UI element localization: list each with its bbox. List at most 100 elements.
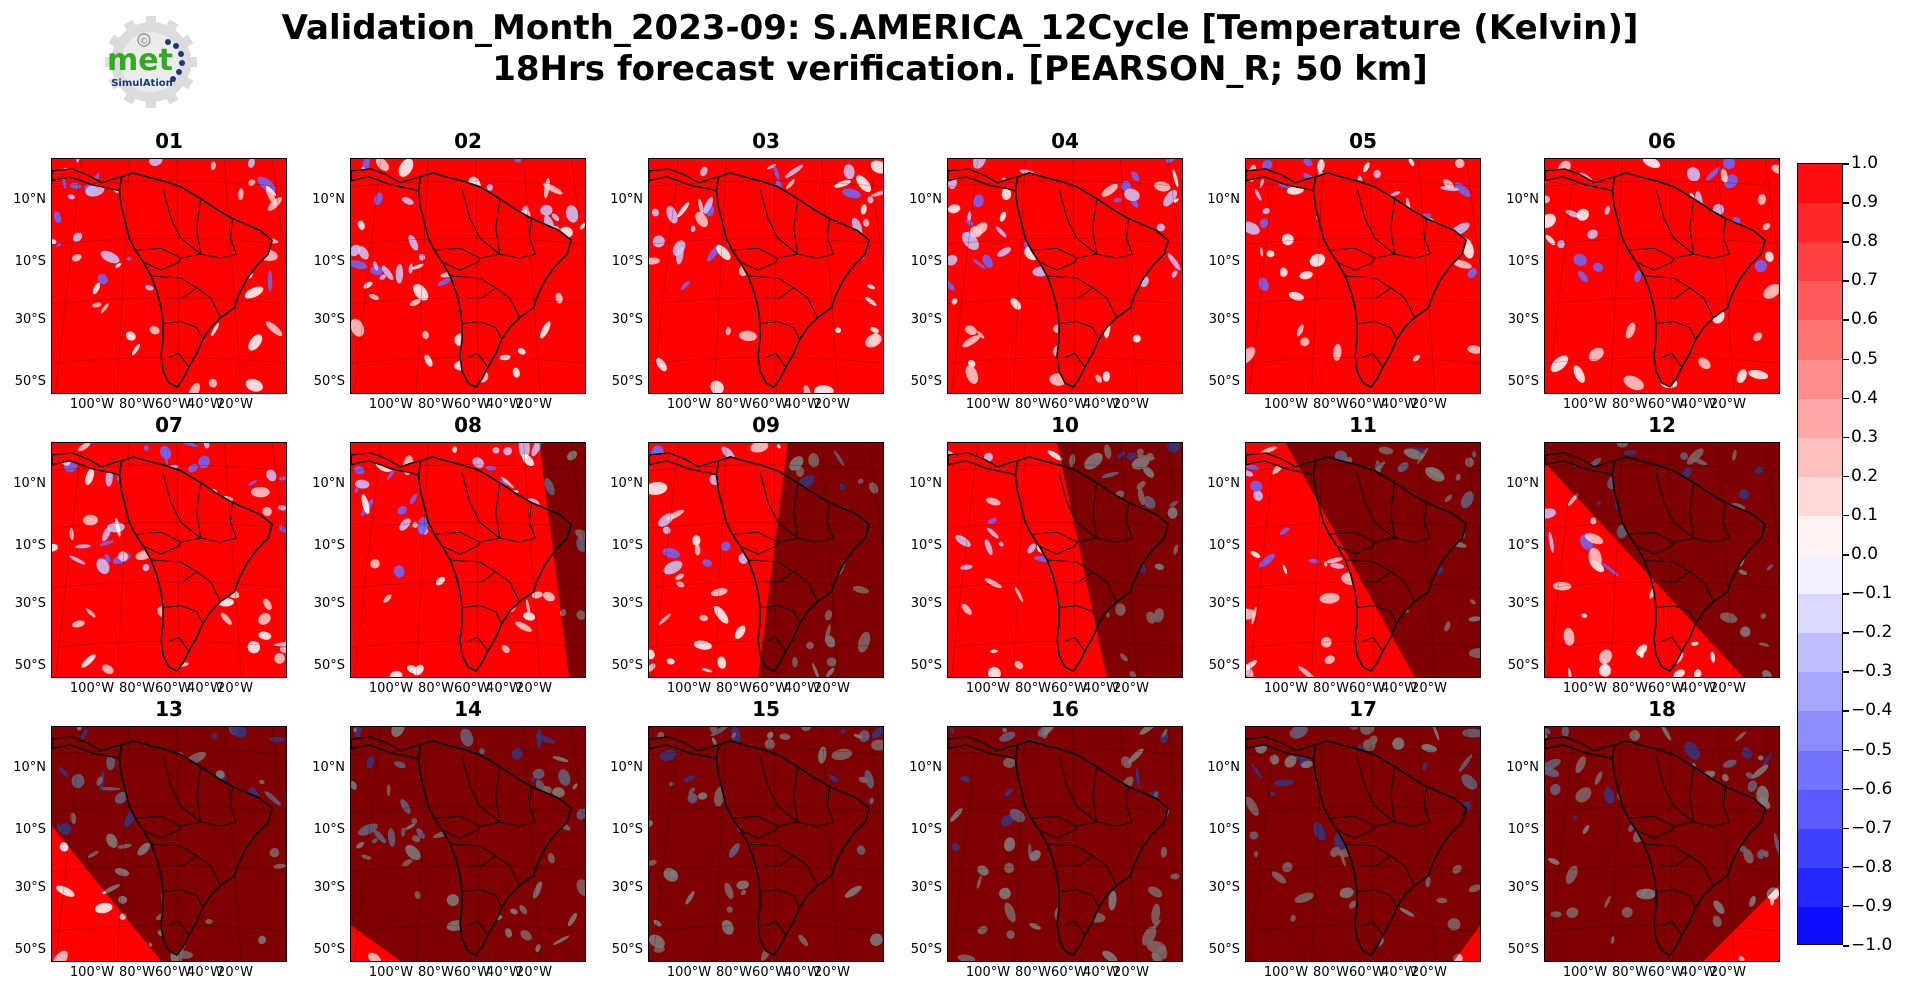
longitude-label: 40°W — [187, 681, 223, 696]
meridian-line — [1764, 159, 1779, 266]
longitude-label: 100°W — [368, 965, 414, 980]
longitude-label: 60°W — [752, 681, 788, 696]
colorbar-segment — [1798, 672, 1842, 712]
latitude-label: 30°S — [910, 880, 942, 895]
latitude-label: 30°S — [1507, 312, 1539, 327]
country-border — [229, 218, 237, 255]
map-panel — [350, 158, 586, 394]
latitude-label: 30°S — [611, 596, 643, 611]
south-america-outline — [118, 172, 274, 389]
longitude-label: 100°W — [1562, 681, 1608, 696]
latitude-label: 30°S — [313, 880, 345, 895]
longitude-label: 20°W — [1411, 397, 1447, 412]
meridian-line — [821, 159, 839, 393]
longitude-label: 60°W — [1349, 965, 1385, 980]
parallel-line — [948, 297, 1182, 304]
meridian-line — [176, 443, 180, 677]
country-border — [196, 198, 202, 255]
panel-title: 17 — [1349, 697, 1377, 721]
panel-title: 10 — [1051, 413, 1079, 437]
map-panel — [350, 442, 586, 678]
longitude-label: 40°W — [1083, 397, 1119, 412]
central-america-outline — [52, 168, 123, 192]
meridian-line — [951, 443, 978, 677]
night-shade — [52, 727, 286, 961]
map-panel — [648, 726, 884, 962]
colorbar-tick-label: 0.0 — [1842, 544, 1879, 564]
longitude-label: 40°W — [187, 965, 223, 980]
longitude-label: 40°W — [1083, 681, 1119, 696]
longitude-label: 80°W — [418, 681, 454, 696]
colorbar-tick-label: −0.6 — [1842, 778, 1893, 799]
country-border — [143, 257, 182, 271]
parallel-line — [351, 581, 585, 588]
colorbar-segment — [1798, 359, 1842, 400]
central-america-outline — [948, 168, 1019, 192]
longitude-label: 60°W — [1051, 965, 1087, 980]
longitude-label: 100°W — [1263, 681, 1309, 696]
longitude-label: 20°W — [217, 397, 253, 412]
parallel-line — [1246, 297, 1480, 304]
meridian-line — [1167, 159, 1182, 266]
panel-title: 05 — [1349, 129, 1377, 153]
meridian-line — [475, 159, 479, 393]
parallel-line — [52, 238, 286, 245]
longitude-label: 20°W — [814, 397, 850, 412]
latitude-label: 30°S — [14, 312, 46, 327]
map-panel — [1245, 442, 1481, 678]
longitude-label: 20°W — [516, 681, 552, 696]
parallel-line — [1545, 180, 1779, 187]
country-border — [450, 559, 521, 602]
country-border — [826, 218, 834, 255]
night-shade — [539, 443, 585, 677]
longitude-label: 80°W — [1313, 965, 1349, 980]
meridian-line — [1120, 159, 1138, 393]
latitude-label: 10°S — [611, 538, 643, 553]
longitude-label: 60°W — [1648, 681, 1684, 696]
country-border — [759, 188, 799, 255]
longitude-label: 20°W — [1113, 965, 1149, 980]
south-america-outline — [1611, 172, 1767, 389]
colorbar-segment — [1798, 867, 1842, 908]
panel-title: 01 — [155, 129, 183, 153]
south-america-outline — [417, 456, 573, 673]
parallel-line — [52, 641, 286, 648]
latitude-label: 10°S — [611, 254, 643, 269]
meridian-line — [652, 443, 679, 677]
colorbar-segment — [1798, 555, 1842, 595]
map-panel — [648, 442, 884, 678]
panel-title: 16 — [1051, 697, 1079, 721]
country-border — [434, 247, 536, 259]
longitude-label: 100°W — [666, 965, 712, 980]
meridian-line — [224, 159, 242, 393]
colorbar-tick-label: −0.2 — [1842, 622, 1893, 643]
parallel-line — [351, 180, 585, 187]
longitude-label: 100°W — [368, 397, 414, 412]
meridian-line — [1418, 159, 1436, 393]
colorbar — [1797, 163, 1843, 945]
meridian-line — [176, 159, 180, 393]
latitude-label: 10°N — [909, 476, 942, 491]
latitude-label: 30°S — [611, 312, 643, 327]
meridian-line — [951, 159, 978, 393]
central-america-outline — [649, 452, 720, 476]
longitude-label: 40°W — [486, 397, 522, 412]
panel-title: 08 — [454, 413, 482, 437]
meridian-line — [271, 159, 286, 266]
longitude-label: 100°W — [1562, 965, 1608, 980]
panel-title: 15 — [752, 697, 780, 721]
longitude-label: 20°W — [1710, 965, 1746, 980]
country-border — [442, 257, 481, 271]
country-border — [196, 482, 202, 539]
south-america-outline — [715, 172, 871, 389]
latitude-label: 30°S — [1208, 596, 1240, 611]
map-panel — [1245, 726, 1481, 962]
parallel-line — [649, 357, 883, 364]
latitude-label: 10°S — [14, 254, 46, 269]
latitude-label: 10°S — [910, 538, 942, 553]
meridian-line — [1717, 159, 1735, 393]
colorbar-tick-label: −0.4 — [1842, 700, 1893, 721]
parallel-line — [1246, 180, 1480, 187]
colorbar-tick-label: −0.7 — [1842, 817, 1893, 838]
longitude-label: 60°W — [454, 965, 490, 980]
